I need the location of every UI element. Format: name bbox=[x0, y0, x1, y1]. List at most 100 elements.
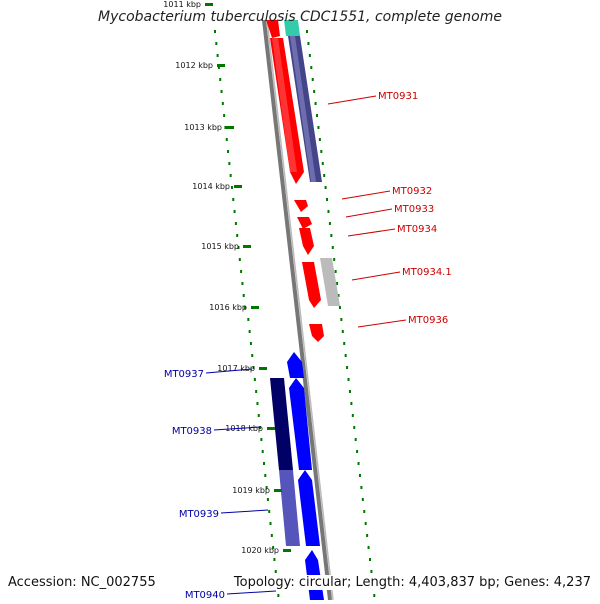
ruler-dot bbox=[344, 354, 347, 357]
gene-mt0936[interactable] bbox=[309, 324, 324, 342]
ruler-dot bbox=[308, 54, 311, 57]
gene-block[interactable] bbox=[266, 20, 280, 38]
ruler-dot bbox=[313, 90, 316, 93]
gene-leader-line bbox=[226, 590, 277, 595]
gene-leader-line bbox=[357, 319, 407, 328]
ruler-dot bbox=[219, 78, 222, 81]
tick-mark bbox=[243, 245, 251, 248]
tick-mark bbox=[205, 3, 213, 6]
gene-label[interactable]: MT0939 bbox=[179, 509, 219, 520]
ruler-dot bbox=[256, 402, 259, 405]
ruler-dot bbox=[353, 426, 356, 429]
gene-block-navy[interactable] bbox=[270, 378, 293, 470]
ruler-dot bbox=[337, 294, 340, 297]
gene-label[interactable]: MT0938 bbox=[172, 426, 212, 437]
ruler-dot bbox=[347, 378, 350, 381]
genome-summary-text: Topology: circular; Length: 4,403,837 bp… bbox=[233, 575, 591, 590]
ruler-dot bbox=[310, 66, 313, 69]
ruler-dot bbox=[228, 162, 231, 165]
ruler-dot bbox=[361, 498, 364, 501]
gene-label[interactable]: MT0940 bbox=[185, 590, 225, 601]
tick-label: 1011 kbp bbox=[163, 0, 201, 9]
ruler-dot bbox=[268, 510, 271, 513]
gene-label[interactable]: MT0934 bbox=[397, 224, 437, 235]
gene-mt0932[interactable] bbox=[294, 200, 308, 212]
ruler-dot bbox=[232, 198, 235, 201]
ruler-dot bbox=[270, 534, 273, 537]
tick-mark bbox=[267, 427, 275, 430]
ruler-dot bbox=[260, 438, 263, 441]
ruler-dot bbox=[225, 138, 228, 141]
tick-label: 1019 kbp bbox=[232, 486, 270, 495]
gene-label[interactable]: MT0933 bbox=[394, 204, 434, 215]
ruler-dot bbox=[265, 486, 268, 489]
gene-leader-line bbox=[213, 426, 261, 431]
tick-mark bbox=[234, 185, 242, 188]
ruler-dot bbox=[358, 474, 361, 477]
tick-mark bbox=[274, 489, 282, 492]
gene-mt0934[interactable] bbox=[299, 228, 314, 255]
ruler-dot bbox=[221, 102, 224, 105]
gene-label[interactable]: MT0937 bbox=[164, 369, 204, 380]
ruler-dot bbox=[341, 330, 344, 333]
ruler-dot bbox=[273, 558, 276, 561]
ruler-dot bbox=[259, 426, 262, 429]
gene-block-grey[interactable] bbox=[320, 258, 340, 306]
ruler-dot bbox=[249, 342, 252, 345]
ruler-dot bbox=[366, 534, 369, 537]
ruler-dot bbox=[373, 594, 376, 597]
gene-mt0937[interactable] bbox=[287, 352, 304, 378]
gene-shade bbox=[272, 38, 297, 172]
gene-label[interactable]: MT0931 bbox=[378, 91, 418, 102]
ruler-dot bbox=[236, 234, 239, 237]
ruler-dot bbox=[214, 30, 216, 33]
ruler-dot bbox=[311, 78, 314, 81]
ruler-dot bbox=[314, 102, 317, 105]
gene-mt0939[interactable] bbox=[298, 470, 320, 546]
ruler-dot bbox=[370, 570, 373, 573]
ruler-dot bbox=[227, 150, 230, 153]
tick-label: 1020 kbp bbox=[241, 546, 279, 555]
ruler-dot bbox=[248, 330, 251, 333]
ruler-dot bbox=[346, 366, 349, 369]
gene-label[interactable]: MT0934.1 bbox=[402, 267, 452, 278]
page-title: Mycobacterium tuberculosis CDC1551, comp… bbox=[98, 9, 502, 25]
ruler-dot bbox=[318, 138, 321, 141]
backbone-line bbox=[262, 19, 332, 601]
ruler-dot bbox=[255, 390, 258, 393]
ruler-dot bbox=[321, 162, 324, 165]
ruler-dot bbox=[261, 450, 264, 453]
tick-label: 1015 kbp bbox=[201, 242, 239, 251]
gene-mt0934-1[interactable] bbox=[302, 262, 321, 308]
ruler-dot bbox=[363, 510, 366, 513]
ruler-dot bbox=[328, 222, 331, 225]
ruler-dot bbox=[327, 210, 330, 213]
ruler-dot bbox=[264, 474, 267, 477]
gene-label[interactable]: MT0932 bbox=[392, 186, 432, 197]
ruler-dot bbox=[343, 342, 346, 345]
gene-mt0933[interactable] bbox=[297, 217, 312, 229]
ruler-dot bbox=[348, 390, 351, 393]
ruler-dot bbox=[252, 366, 255, 369]
ruler-dot bbox=[364, 522, 367, 525]
gene-mt0938[interactable] bbox=[289, 378, 312, 470]
ruler-dot bbox=[356, 450, 359, 453]
gene-shade bbox=[290, 36, 316, 182]
ruler-dot bbox=[277, 594, 280, 597]
ruler-dot bbox=[251, 354, 254, 357]
ruler-dot bbox=[269, 522, 272, 525]
accession-text: Accession: NC_002755 bbox=[8, 575, 156, 590]
tick-label: 1017 kbp bbox=[217, 364, 255, 373]
ruler-dot bbox=[331, 246, 334, 249]
gene-label[interactable]: MT0936 bbox=[408, 315, 448, 326]
ruler-dot bbox=[215, 42, 218, 45]
ruler-dot bbox=[274, 570, 277, 573]
right-gene-labels: MT0931 MT0932 MT0933 MT0934 MT0934.1 MT0936 bbox=[327, 91, 452, 328]
gene-block[interactable] bbox=[284, 20, 300, 36]
ruler-dot bbox=[229, 174, 232, 177]
gene-block-slate[interactable] bbox=[279, 470, 300, 546]
ruler-dot bbox=[220, 90, 223, 93]
tick-label: 1012 kbp bbox=[175, 61, 213, 70]
gene-leader-line bbox=[347, 228, 396, 237]
